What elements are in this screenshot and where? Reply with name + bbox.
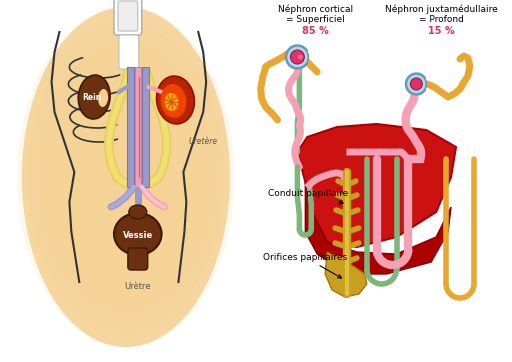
Ellipse shape — [114, 213, 162, 255]
FancyBboxPatch shape — [119, 35, 139, 69]
FancyBboxPatch shape — [128, 248, 147, 270]
Text: Néphron cortical: Néphron cortical — [278, 4, 353, 13]
FancyBboxPatch shape — [114, 0, 142, 35]
Text: = Profond: = Profond — [419, 15, 463, 24]
Ellipse shape — [157, 76, 195, 124]
Bar — [127, 67, 134, 187]
Ellipse shape — [50, 58, 202, 296]
Ellipse shape — [78, 75, 110, 119]
Text: 85 %: 85 % — [302, 26, 329, 36]
Circle shape — [407, 74, 426, 94]
Ellipse shape — [28, 24, 224, 330]
Text: Orifices papillaires: Orifices papillaires — [263, 253, 347, 278]
Text: Urètre: Urètre — [124, 282, 151, 291]
Text: Néphron juxtamédullaire: Néphron juxtamédullaire — [385, 4, 498, 13]
Text: Rein: Rein — [82, 93, 102, 101]
FancyBboxPatch shape — [118, 1, 138, 31]
Text: Conduit papillaire: Conduit papillaire — [268, 189, 348, 204]
Bar — [135, 67, 141, 187]
Polygon shape — [325, 252, 367, 297]
Circle shape — [411, 78, 422, 90]
Circle shape — [290, 50, 304, 64]
Ellipse shape — [129, 205, 147, 219]
Polygon shape — [297, 124, 456, 247]
Ellipse shape — [164, 93, 179, 111]
Text: 15 %: 15 % — [428, 26, 455, 36]
Ellipse shape — [98, 89, 108, 107]
Circle shape — [287, 46, 308, 68]
Bar — [253, 0, 507, 362]
Text: Vessie: Vessie — [123, 231, 153, 240]
Ellipse shape — [17, 7, 235, 347]
Ellipse shape — [39, 41, 213, 313]
Ellipse shape — [22, 7, 230, 347]
Text: Uretère: Uretère — [188, 138, 218, 147]
Polygon shape — [305, 182, 451, 274]
Ellipse shape — [160, 84, 186, 118]
Text: = Superficiel: = Superficiel — [286, 15, 345, 24]
Circle shape — [298, 55, 303, 59]
Bar — [142, 67, 148, 187]
